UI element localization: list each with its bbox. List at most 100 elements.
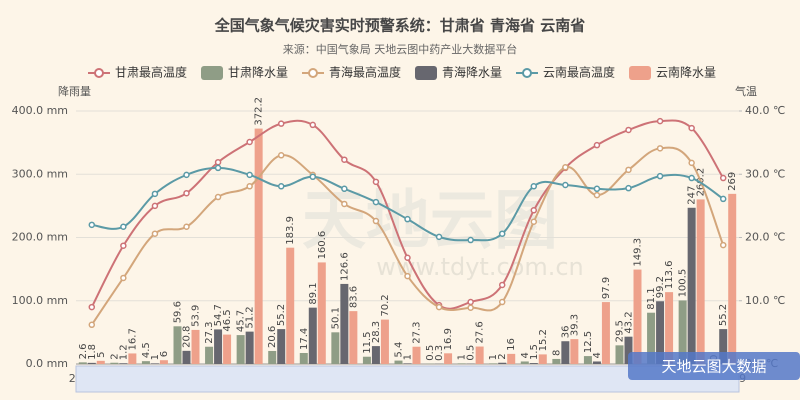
data-label: 113.6 — [664, 261, 675, 290]
data-label: 1.2 — [118, 344, 129, 360]
bar — [78, 362, 87, 364]
point — [404, 215, 411, 223]
data-label: 100.5 — [678, 269, 689, 298]
data-label: 1 — [457, 354, 468, 360]
data-label: 81.1 — [646, 287, 657, 309]
bar — [678, 300, 687, 364]
bar — [205, 346, 214, 364]
point — [530, 218, 538, 225]
bar — [119, 363, 128, 364]
point — [183, 189, 190, 197]
point — [341, 156, 348, 163]
data-label: 0.5 — [466, 345, 477, 361]
bar — [403, 363, 412, 364]
point — [246, 138, 253, 146]
point — [593, 141, 601, 149]
bar — [349, 311, 358, 364]
bar — [457, 363, 466, 364]
data-label: 126.6 — [339, 252, 350, 281]
bar — [665, 292, 674, 364]
data-label: 372.2 — [254, 97, 265, 126]
bar — [254, 128, 263, 364]
bar — [110, 362, 119, 364]
point — [277, 120, 285, 127]
bar — [340, 283, 349, 364]
legend-marker — [308, 68, 318, 78]
bar — [475, 346, 484, 364]
data-label: 55.2 — [276, 304, 287, 326]
point — [688, 174, 695, 182]
data-label: 59.6 — [173, 301, 184, 323]
point — [625, 126, 632, 134]
bar — [507, 353, 516, 364]
bar — [150, 363, 159, 364]
bar — [444, 353, 453, 364]
y-tick-label: 400.0 mm — [12, 104, 68, 117]
legend-marker — [629, 66, 651, 80]
data-label: 149.3 — [633, 238, 644, 267]
data-label: 269 — [727, 172, 738, 191]
bar — [624, 336, 633, 364]
point — [309, 173, 317, 181]
data-label: 17.4 — [299, 328, 310, 350]
point — [467, 298, 474, 306]
bar — [87, 362, 96, 364]
point — [467, 304, 474, 311]
chart-subtitle: 来源：中国气象局 天地云图中药产业大数据平台 — [283, 42, 518, 56]
point — [372, 217, 380, 225]
legend-label: 云南降水量 — [656, 65, 716, 80]
data-label: 83.6 — [348, 286, 359, 308]
data-label: 27.3 — [412, 321, 423, 343]
bar — [656, 301, 665, 364]
bar — [633, 269, 642, 364]
data-label: 2 — [497, 353, 508, 359]
legend-marker — [201, 66, 223, 80]
data-label: 5.4 — [394, 342, 405, 358]
point — [309, 121, 317, 129]
bar — [362, 356, 371, 364]
bar — [489, 363, 498, 364]
data-label: 55.2 — [718, 304, 729, 326]
data-label: 16.7 — [127, 328, 138, 350]
point — [688, 159, 695, 167]
bar — [173, 326, 182, 364]
point — [120, 223, 127, 230]
point — [341, 185, 348, 193]
bar — [647, 312, 656, 364]
bar — [128, 353, 137, 364]
point — [372, 198, 380, 206]
bar — [696, 199, 705, 364]
point — [656, 117, 664, 125]
data-label: 46.5 — [222, 309, 233, 331]
y-axis-title: 降雨量 — [58, 84, 91, 98]
point — [120, 274, 127, 282]
point — [183, 171, 190, 179]
point — [435, 303, 443, 311]
bar — [371, 346, 380, 364]
data-label: 12.5 — [583, 331, 594, 353]
point — [530, 183, 538, 190]
point — [246, 183, 253, 190]
data-label: 0.5 — [425, 345, 436, 361]
data-label: 54.7 — [213, 304, 224, 326]
data-label: 2 — [109, 353, 120, 359]
point — [562, 181, 569, 189]
data-label: 1.5 — [529, 344, 540, 360]
point — [593, 185, 601, 193]
data-label: 28.3 — [371, 321, 382, 343]
point — [656, 145, 664, 152]
data-label: 15.2 — [538, 329, 549, 351]
bar — [615, 345, 624, 364]
legend-marker — [94, 68, 104, 78]
y2-axis-title: 气温 — [735, 84, 757, 98]
legend-label: 青海降水量 — [442, 65, 502, 80]
point — [151, 202, 159, 210]
point — [719, 174, 727, 182]
point — [372, 178, 380, 186]
data-label: 4.5 — [141, 342, 152, 358]
point — [151, 190, 159, 198]
bar — [245, 331, 254, 364]
legend-marker — [522, 68, 532, 78]
data-label: 99.2 — [655, 276, 666, 298]
y-tick-label: 300.0 mm — [12, 167, 68, 180]
